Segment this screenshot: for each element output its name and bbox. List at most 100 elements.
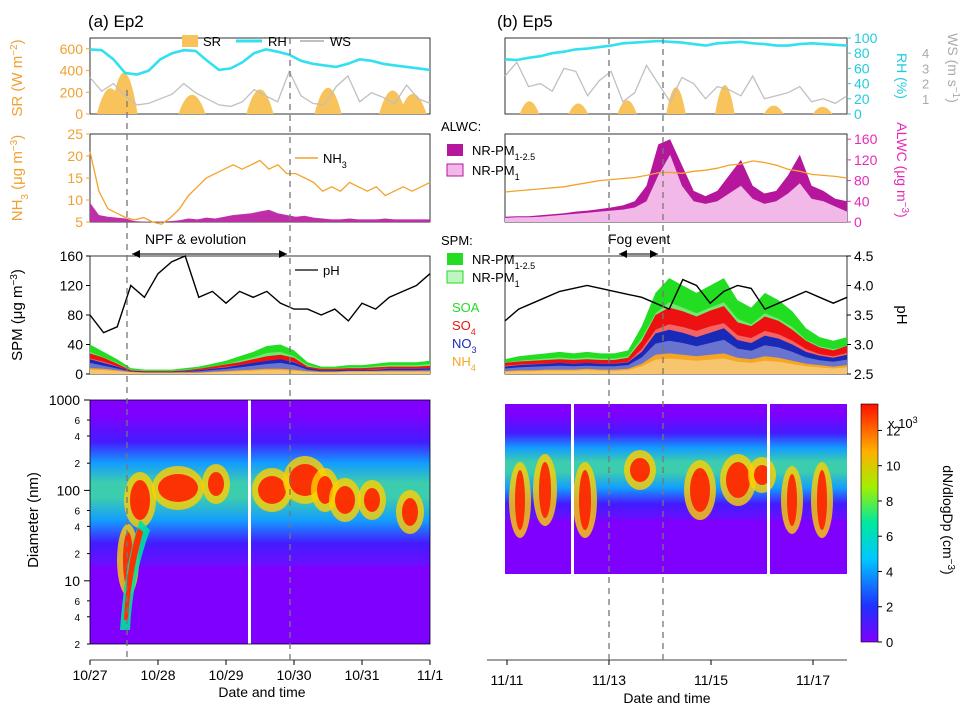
- diam-minor-label: 6: [74, 506, 80, 517]
- ws-tick-label: 3: [922, 61, 929, 76]
- nh3-line: [89, 151, 431, 225]
- cbar-tick-label: 12: [886, 423, 900, 438]
- b-x-tick-label: 11/11: [491, 672, 524, 688]
- psd-blob-core: [539, 462, 551, 518]
- a-ph-legend: pH: [295, 263, 340, 278]
- colorbar-axis: 0 2 4 6 8 10 12: [878, 423, 900, 650]
- rh-tick-label: 20: [854, 91, 870, 107]
- ph-tick-label: 3.0: [854, 337, 874, 353]
- cbar-tick-label: 0: [886, 635, 893, 650]
- rh-tick-label: 100: [854, 30, 878, 46]
- legend-sr-label: SR: [203, 34, 221, 49]
- a-spm-axis: 0 40 80 120 160: [60, 248, 90, 382]
- psd-gap: [248, 400, 251, 644]
- a-psd-heatmap: [90, 400, 430, 644]
- a-spm-plot: [89, 255, 431, 374]
- colorbar: [860, 403, 879, 643]
- legend-so4: SO4: [452, 318, 476, 337]
- psd-gap: [571, 404, 574, 574]
- legend-ws-label: WS: [330, 34, 351, 49]
- b-x-tick-label: 11/15: [694, 672, 728, 688]
- b-rh-axis-label: RH (%): [894, 53, 910, 99]
- spm-legend: SPM: NR-PM1-2.5 NR-PM1 SOA SO4 NO3 NH4: [441, 233, 535, 373]
- diam-major-label: 100: [57, 482, 81, 498]
- a-x-tick-label: 11/1: [417, 667, 443, 683]
- ws-line: [89, 69, 431, 108]
- panel-b-title: (b) Ep5: [497, 12, 553, 31]
- legend-spm-nrpm125-swatch: [447, 253, 463, 265]
- spm-tick-label: 0: [75, 366, 83, 382]
- a-nh3-axis: 5 10 15 20 25: [67, 126, 90, 230]
- rh-tick-label: 0: [854, 106, 862, 122]
- b-psd-heatmap: [505, 404, 847, 574]
- nh3-tick-label: 15: [67, 170, 83, 186]
- a-x-tick-label: 10/27: [72, 667, 107, 683]
- legend-nrpm1-label: NR-PM1: [472, 163, 520, 182]
- rh-tick-label: 80: [854, 45, 870, 61]
- a-x-axis: 10/27 10/28 10/29 10/30 10/31 11/1: [72, 659, 443, 683]
- psd-blob-core: [130, 480, 150, 520]
- nh3-tick-label: 20: [67, 148, 83, 164]
- ws-tick-label: 2: [922, 77, 929, 92]
- legend-nrpm1-swatch: [446, 163, 464, 177]
- colorbar-label: dN/dlogDp (cm−3): [940, 465, 957, 574]
- no3-area: [90, 359, 430, 374]
- alwc-legend-head: ALWC:: [441, 119, 481, 134]
- a-spm-axis-label: SPM (μg m−3): [9, 269, 27, 361]
- spm-tick-label: 40: [67, 337, 83, 353]
- legend-nh3-label: NH3: [323, 151, 347, 170]
- ws-tick-label: 4: [922, 46, 929, 61]
- nh3-line: [504, 160, 848, 193]
- a-diam-axis: 1000 100 10 6 4 2 6 4 2 6 4 2: [49, 392, 90, 651]
- b-ws-axis-label: WS (m s−1): [945, 33, 962, 103]
- a-x-tick-label: 10/30: [276, 667, 311, 683]
- ph-line: [89, 255, 431, 334]
- legend-nrpm125-swatch: [447, 144, 463, 156]
- a-met-plot: [89, 48, 431, 114]
- psd-blob-core: [258, 476, 286, 504]
- legend-no3: NO3: [452, 336, 477, 355]
- rh-tick-label: 40: [854, 76, 870, 92]
- sr-area: [505, 85, 847, 114]
- colorbar-multiplier: x 103: [888, 415, 918, 431]
- psd-blob-core: [364, 488, 380, 512]
- fog-label: Fog event: [608, 231, 670, 247]
- legend-rh-label: RH: [268, 34, 287, 49]
- spm-tick-label: 120: [60, 278, 84, 294]
- a-sr-axis-label: SR (W m−2): [9, 39, 27, 116]
- b-alwc-axis-label: ALWC (μg m−3): [894, 122, 911, 217]
- psd-blob-core: [817, 470, 827, 530]
- a-nh3-legend: NH3: [295, 151, 347, 170]
- psd-blob-core: [335, 486, 355, 514]
- a-nh3-plot: [89, 151, 431, 225]
- psd-blob-core: [579, 470, 591, 530]
- diam-minor-label: 6: [74, 416, 80, 427]
- alwc-tick-label: 80: [854, 173, 870, 189]
- sr-tick-label: 200: [60, 84, 84, 100]
- spm-tick-label: 160: [60, 248, 84, 264]
- nh4-area: [90, 368, 430, 374]
- psd-gap: [767, 404, 770, 574]
- legend-spm-nrpm125-label: NR-PM1-2.5: [472, 252, 535, 271]
- psd-blob-core: [690, 468, 710, 512]
- legend-spm-nrpm1-swatch: [446, 270, 464, 284]
- ph-line: [504, 278, 848, 322]
- npf-label: NPF & evolution: [145, 231, 246, 247]
- alwc-tick-label: 0: [854, 214, 862, 230]
- diam-major-label: 10: [64, 573, 80, 589]
- npf-growth-core: [124, 528, 143, 620]
- b-spm-plot: [504, 278, 848, 374]
- a-met-legend: SR RH WS: [182, 34, 351, 49]
- ws-line: [504, 61, 848, 105]
- diam-minor-label: 4: [74, 432, 80, 443]
- sr-tick-label: 0: [75, 106, 83, 122]
- nh3-tick-label: 25: [67, 126, 83, 142]
- psd-blob-core: [630, 458, 650, 482]
- b-ph-axis: 2.5 3.0 3.5 4.0 4.5: [847, 248, 874, 382]
- cbar-tick-label: 10: [886, 459, 900, 474]
- psd-blob-core: [787, 474, 797, 526]
- diam-minor-label: 2: [74, 640, 80, 651]
- b-x-axis: 11/11 11/13 11/15 11/17: [491, 660, 830, 688]
